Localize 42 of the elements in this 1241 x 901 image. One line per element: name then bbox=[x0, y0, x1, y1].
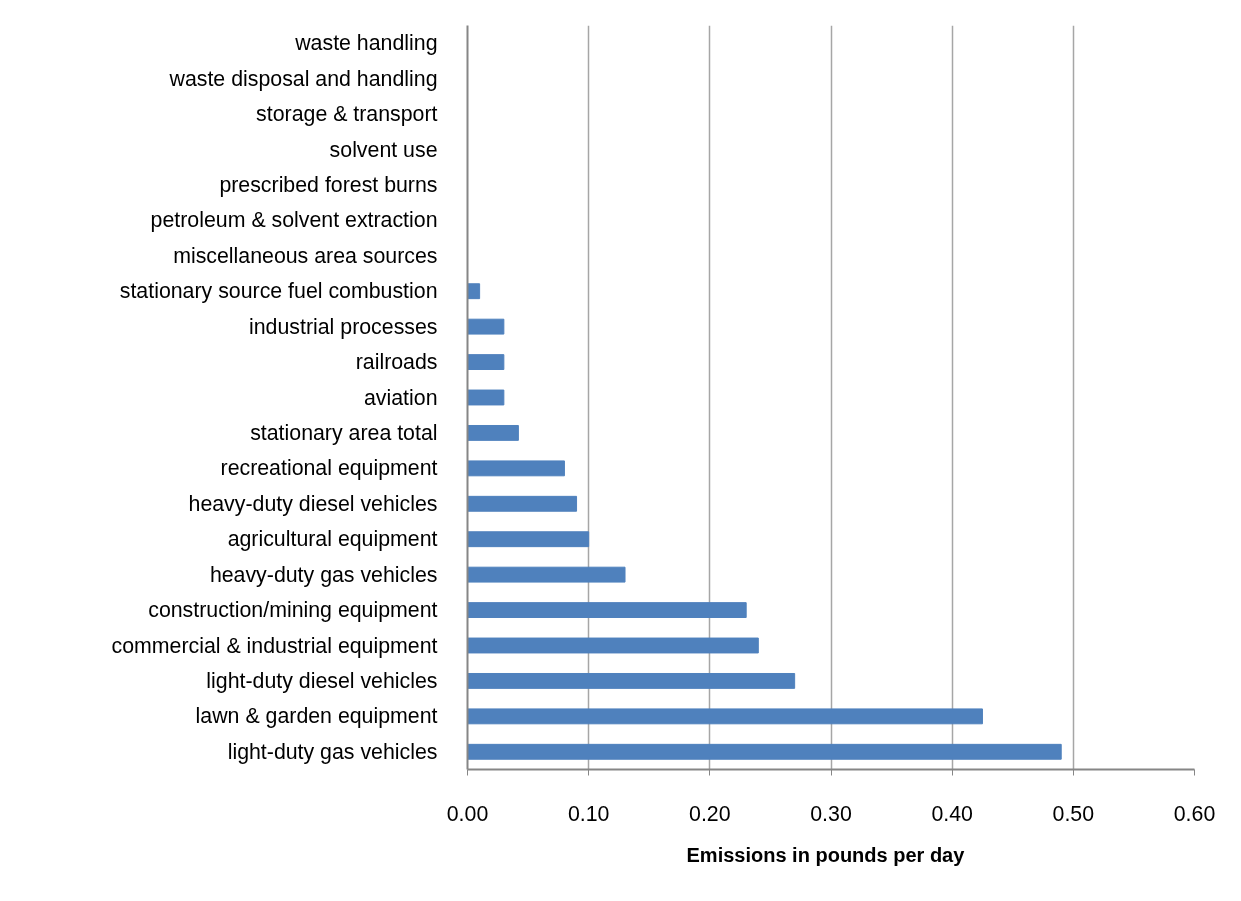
bar bbox=[467, 495, 578, 512]
x-tick-label: 0.50 bbox=[1052, 801, 1095, 826]
y-tick-label: waste disposal and handling bbox=[168, 66, 438, 91]
bar bbox=[467, 460, 565, 477]
y-tick-label: prescribed forest burns bbox=[219, 172, 438, 197]
y-tick-label: railroads bbox=[355, 350, 438, 375]
x-tick-label: 0.20 bbox=[689, 801, 731, 826]
y-tick-label: light-duty gas vehicles bbox=[227, 739, 438, 764]
y-tick-label: waste handling bbox=[294, 31, 438, 56]
y-tick-label: recreational equipment bbox=[220, 456, 438, 481]
bar bbox=[467, 389, 505, 406]
y-tick-label: solvent use bbox=[329, 137, 438, 162]
x-tick-label: 0.00 bbox=[446, 801, 489, 826]
x-tick-label: 0.40 bbox=[931, 801, 974, 826]
y-tick-label: lawn & garden equipment bbox=[195, 704, 438, 729]
bar bbox=[467, 354, 505, 371]
bar bbox=[467, 743, 1062, 760]
bar bbox=[467, 672, 796, 689]
y-tick-label: commercial & industrial equipment bbox=[111, 633, 438, 658]
y-tick-label: storage & transport bbox=[256, 102, 438, 127]
bar bbox=[467, 424, 519, 441]
y-tick-label: stationary source fuel combustion bbox=[119, 279, 438, 304]
bar bbox=[467, 708, 983, 725]
bar bbox=[467, 637, 759, 654]
bar bbox=[467, 602, 747, 619]
bar bbox=[467, 318, 505, 335]
y-tick-label: petroleum & solvent extraction bbox=[150, 208, 438, 233]
y-tick-label: agricultural equipment bbox=[227, 527, 438, 552]
x-tick-label: 0.60 bbox=[1173, 801, 1216, 826]
x-axis-title: Emissions in pounds per day bbox=[686, 843, 966, 866]
x-tick-label: 0.10 bbox=[567, 801, 610, 826]
bar bbox=[467, 566, 626, 583]
x-tick-label: 0.30 bbox=[810, 801, 852, 826]
y-tick-label: construction/mining equipment bbox=[148, 598, 438, 623]
y-tick-label: light-duty diesel vehicles bbox=[206, 668, 438, 693]
y-tick-label: industrial processes bbox=[249, 314, 438, 339]
y-tick-label: miscellaneous area sources bbox=[173, 243, 438, 268]
y-tick-label: aviation bbox=[363, 385, 438, 410]
bar bbox=[467, 531, 590, 548]
y-tick-label: stationary area total bbox=[250, 420, 438, 445]
y-tick-label: heavy-duty diesel vehicles bbox=[188, 491, 438, 516]
y-tick-label: heavy-duty gas vehicles bbox=[209, 562, 438, 587]
